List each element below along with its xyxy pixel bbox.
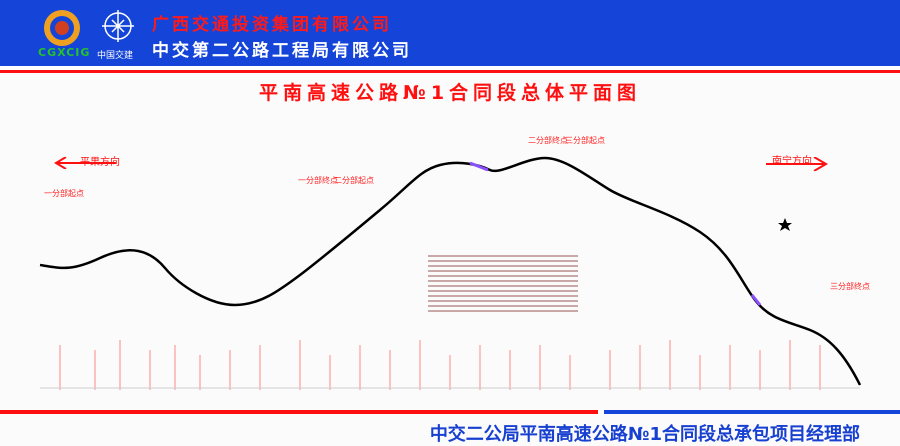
seg1-end-label: 一分部终点	[298, 176, 338, 185]
cccc-logo: 中国交建	[97, 8, 136, 61]
divider	[0, 66, 900, 70]
seg3-start-label: 三分部起点	[565, 136, 605, 145]
footer-blue-line	[604, 410, 900, 414]
seg1-start-label: 一分部起点	[44, 189, 84, 198]
cgxcig-logo: CGXCIG	[38, 10, 89, 59]
route-map	[39, 156, 862, 390]
seg2-end-label: 二分部终点	[528, 136, 568, 145]
footer-title: 中交二公局平南高速公路№1合同段总承包项目经理部	[429, 424, 860, 445]
seg3-end-label: 三分部终点	[830, 282, 870, 291]
seg2-start-label: 二分部起点	[334, 176, 374, 185]
star-icon	[778, 218, 792, 231]
footer-red-line	[0, 410, 598, 414]
page-title: 平南高速公路№1合同段总体平面图	[258, 82, 642, 104]
company-name-2: 中交第二公路工程局有限公司	[152, 41, 412, 61]
route-line	[39, 156, 862, 386]
title-bar	[0, 70, 900, 73]
header-banner: CGXCIG 中国交建 广西交通投资集团有限公司 中交第二公路工程局有限公司	[0, 0, 900, 66]
direction-right-label: 南宁方向	[772, 156, 812, 167]
notes-block	[428, 252, 578, 342]
segment-highlight	[469, 161, 762, 306]
station-ticks	[59, 340, 821, 390]
arrow-left-icon	[54, 157, 116, 169]
company-name-1: 广西交通投资集团有限公司	[152, 15, 392, 35]
arrow-right-icon	[766, 157, 828, 171]
